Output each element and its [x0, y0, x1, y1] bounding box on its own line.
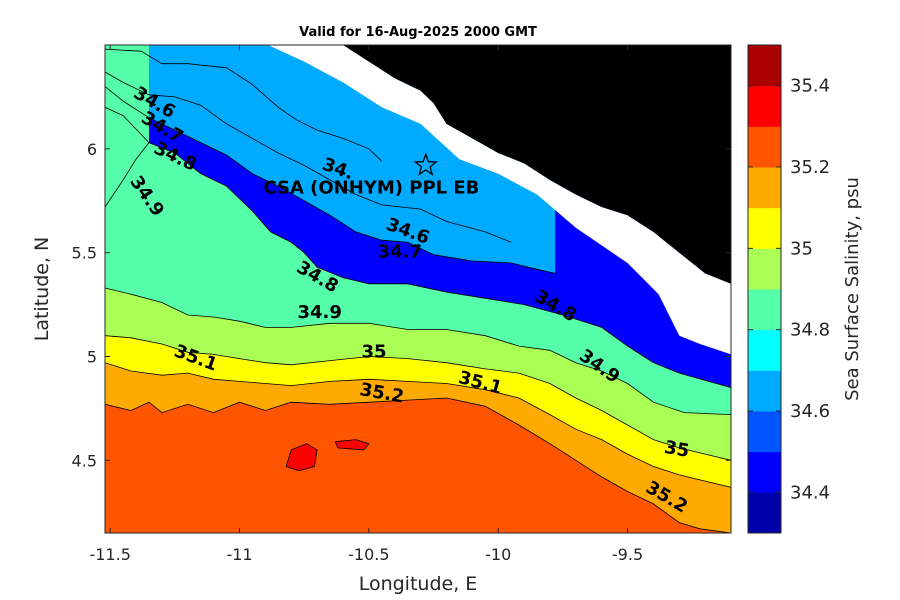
- band-fill: [105, 45, 149, 207]
- contour-line: [105, 397, 731, 533]
- salinity-maximum: [285, 443, 318, 472]
- colorbar-tick-label: 34.4: [790, 482, 830, 503]
- colorbar-segment: [748, 370, 781, 412]
- chart-title: Valid for 16-Aug-2025 2000 GMT: [299, 25, 537, 40]
- colorbar-segment: [748, 167, 781, 209]
- colorbar-segment: [748, 492, 781, 534]
- colorbar-segment: [748, 207, 781, 249]
- x-tick-label: -9.5: [612, 545, 643, 564]
- salinity-maximum: [334, 439, 370, 451]
- colorbar-tick-label: 35.2: [790, 157, 830, 178]
- y-axis-label: Latitude, N: [31, 237, 53, 342]
- contour-line: [105, 106, 731, 388]
- colorbar-segment: [748, 411, 781, 453]
- colorbar-frame: [747, 44, 782, 534]
- colorbar: 34.4 34.6 34.8 35 35.2 35.4: [747, 44, 830, 534]
- colorbar-tick-label: 34.8: [790, 320, 830, 341]
- colorbar-segment: [748, 45, 781, 87]
- contour-line: [105, 71, 512, 243]
- colorbar-tick-label: 34.6: [790, 401, 830, 422]
- band-fill: [105, 398, 731, 533]
- contour-line: [105, 86, 556, 274]
- y-tick-label: 5.5: [72, 244, 97, 263]
- colorbar-segment: [748, 451, 781, 493]
- y-tick-label: 4.5: [72, 451, 97, 470]
- site-star-marker: [413, 152, 438, 176]
- colorbar-segment: [748, 329, 781, 371]
- y-axis: 4.5 5 5.5 6: [72, 140, 731, 470]
- y-tick-label: 5: [87, 347, 97, 366]
- contour-label: 35: [663, 437, 691, 462]
- colorbar-tick-label: 35: [790, 238, 813, 259]
- colorbar-segment: [748, 85, 781, 127]
- x-axis: -11.5 -11 -10.5 -10 -9.5: [89, 45, 643, 564]
- x-tick-label: -10.5: [348, 545, 389, 564]
- contour-line: [105, 335, 731, 461]
- colorbar-tick-label: 35.4: [790, 76, 830, 97]
- colorbar-segment: [748, 248, 781, 290]
- colorbar-label: Sea Surface Salinity, psu: [842, 177, 863, 401]
- coast-gap: [105, 45, 731, 355]
- contour-line: [105, 48, 383, 162]
- colorbar-segment: [748, 126, 781, 168]
- x-axis-label: Longitude, E: [359, 573, 478, 595]
- land-mass: [268, 45, 731, 284]
- contour-line: [105, 362, 731, 488]
- x-tick-label: -11: [226, 545, 252, 564]
- site-annotation: CSA (ONHYM) PPL EB: [263, 177, 479, 198]
- contour-label: 34.9: [297, 302, 341, 323]
- contour-line: [105, 287, 731, 415]
- y-tick-label: 6: [87, 140, 97, 159]
- colorbar-segment: [748, 289, 781, 331]
- x-tick-label: -11.5: [89, 545, 130, 564]
- plot-frame: [104, 44, 732, 534]
- contour-line: [105, 142, 150, 208]
- x-tick-label: -10: [485, 545, 511, 564]
- plot-area: 34.634.734.834.934.34.634.734.834.9 34.83…: [105, 45, 731, 533]
- contour-label: 35: [361, 341, 386, 362]
- contour-label: 34.7: [378, 242, 422, 263]
